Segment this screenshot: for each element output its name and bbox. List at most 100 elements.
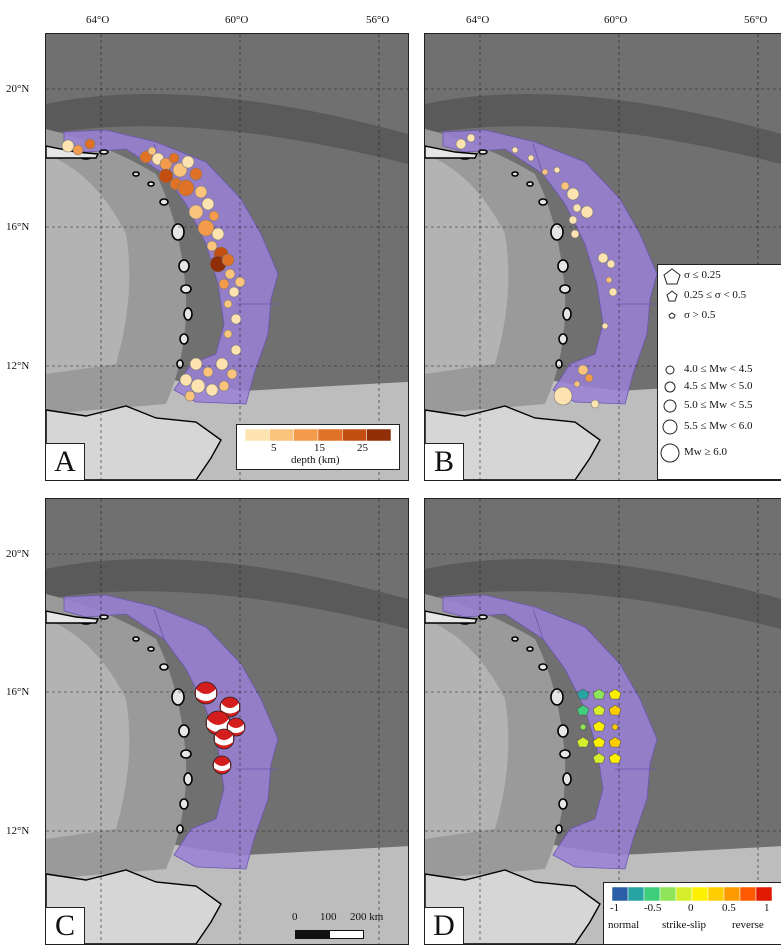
island-outline: [558, 333, 568, 345]
depth-color-swatch: [269, 428, 294, 442]
legend-mw-4: 5.5 ≤ Mw < 6.0: [684, 420, 753, 432]
trench-shading: [46, 559, 408, 629]
circle-mw-5-icon: [663, 399, 677, 413]
legend-mw-5: Mw ≥ 6.0: [684, 446, 728, 458]
panel-letter-a: A: [46, 443, 85, 480]
pentagon-marker: [608, 736, 622, 748]
island-outline: [538, 198, 548, 206]
trench-shading: [425, 94, 781, 164]
lat-label-20-bottom: 20°N: [6, 548, 30, 560]
lon-label-60-top-right: 60°O: [604, 14, 628, 26]
legend-sigma-1: σ ≤ 0.25: [684, 269, 721, 281]
greater-antilles-coast: [46, 610, 100, 624]
regime-caption-normal: normal: [608, 919, 640, 931]
island-outline: [179, 333, 189, 345]
island-outline: [557, 259, 569, 273]
island-outline: [180, 749, 192, 759]
panel-d-map: -1 -0.5 0 0.5 1 normal strike-slip rever…: [424, 498, 781, 945]
legend-mw-1: 4.0 ≤ Mw < 4.5: [684, 363, 753, 375]
circle-mw-4-icon: [665, 365, 675, 375]
pentagon-marker: [576, 688, 590, 700]
pentagon-marker: [592, 736, 606, 748]
regime-tick-0: 0: [688, 902, 694, 914]
pentagon-medium-icon: [666, 290, 678, 302]
lat-label-16-bottom: 16°N: [6, 686, 30, 698]
island-outline: [526, 646, 534, 652]
regime-caption-strike-slip: strike-slip: [662, 919, 706, 931]
magnitude-markers: [455, 133, 618, 409]
scale-bar-black: [295, 930, 330, 939]
depth-color-swatch: [342, 428, 367, 442]
depth-tick-25: 25: [357, 442, 368, 454]
quake-cluster-south: [179, 357, 238, 402]
panel-c-map: 0 100 200 km C: [45, 498, 409, 945]
legend-mw-2: 4.5 ≤ Mw < 5.0: [684, 380, 753, 392]
circle-mw-45-icon: [664, 381, 676, 393]
island-outline: [550, 688, 564, 706]
subduction-zone-polygon: [442, 594, 658, 870]
depth-color-swatch: [244, 428, 270, 442]
south-america-coast: [425, 869, 601, 944]
island-outline: [511, 636, 519, 642]
pentagon-marker: [592, 720, 606, 732]
regime-color-swatch: [707, 886, 725, 902]
depth-colorbar: [244, 428, 392, 442]
focal-mechanisms: [194, 681, 246, 775]
panel-b-map: σ ≤ 0.25 0.25 ≤ σ < 0.5 σ > 0.5 4.0 ≤ Mw…: [424, 33, 781, 481]
regime-caption-reverse: reverse: [732, 919, 764, 931]
regime-color-swatch: [659, 886, 677, 902]
pentagon-marker: [592, 752, 606, 764]
island-outline: [178, 724, 190, 738]
panel-letter-b: B: [425, 443, 464, 480]
aves-ridge: [46, 619, 130, 839]
regime-color-swatch: [739, 886, 757, 902]
island-outline: [180, 284, 192, 294]
lon-label-64-top-right: 64°O: [466, 14, 490, 26]
island-outline: [526, 181, 534, 187]
panel-letter-d: D: [425, 907, 464, 944]
pentagon-large-icon: [663, 268, 681, 285]
basemap: [425, 499, 781, 944]
regime-color-swatch: [691, 886, 709, 902]
depth-legend: 5 15 25 depth (km): [236, 424, 400, 470]
greater-antilles-coast: [425, 145, 479, 159]
trench-shading: [425, 559, 781, 629]
depth-color-swatch: [293, 428, 319, 442]
depth-tick-5: 5: [271, 442, 277, 454]
island-outline: [99, 149, 109, 155]
lat-label-12-top: 12°N: [6, 360, 30, 372]
stress-regime-markers: [576, 688, 622, 764]
beachball-4: [226, 717, 246, 737]
island-outline: [171, 688, 185, 706]
stress-regime-legend: -1 -0.5 0 0.5 1 normal strike-slip rever…: [603, 882, 781, 944]
beachball-6: [212, 755, 232, 775]
scale-bar-white: [329, 930, 364, 939]
lon-label-56-top-left: 56°O: [366, 14, 390, 26]
aves-ridge: [46, 154, 130, 374]
regime-tick-minus1: -1: [610, 902, 620, 914]
pentagon-marker: [608, 752, 622, 764]
pentagon-marker: [576, 704, 590, 716]
circle-mw-55-icon: [662, 419, 678, 435]
trench-shading: [46, 94, 408, 164]
depth-tick-15: 15: [314, 442, 325, 454]
regime-color-swatch: [643, 886, 661, 902]
beachball-1: [194, 681, 218, 705]
panel-a-map: 5 15 25 depth (km) A: [45, 33, 409, 481]
basemap: [425, 34, 781, 480]
island-outline: [559, 284, 571, 294]
regime-tick-05: 0.5: [722, 902, 736, 914]
pentagon-small-icon: [668, 312, 676, 319]
island-outline: [183, 772, 193, 786]
panel-letter-c: C: [46, 907, 85, 944]
island-outline: [159, 663, 169, 671]
island-outline: [478, 149, 488, 155]
stress-colorbar: [611, 886, 773, 902]
pentagon-marker: [608, 704, 622, 716]
island-outline: [558, 798, 568, 810]
pentagon-marker: [608, 688, 622, 700]
scale-label-0: 0: [292, 911, 298, 923]
island-outline: [132, 636, 140, 642]
regime-color-swatch: [723, 886, 741, 902]
pentagon-marker: [576, 736, 590, 748]
